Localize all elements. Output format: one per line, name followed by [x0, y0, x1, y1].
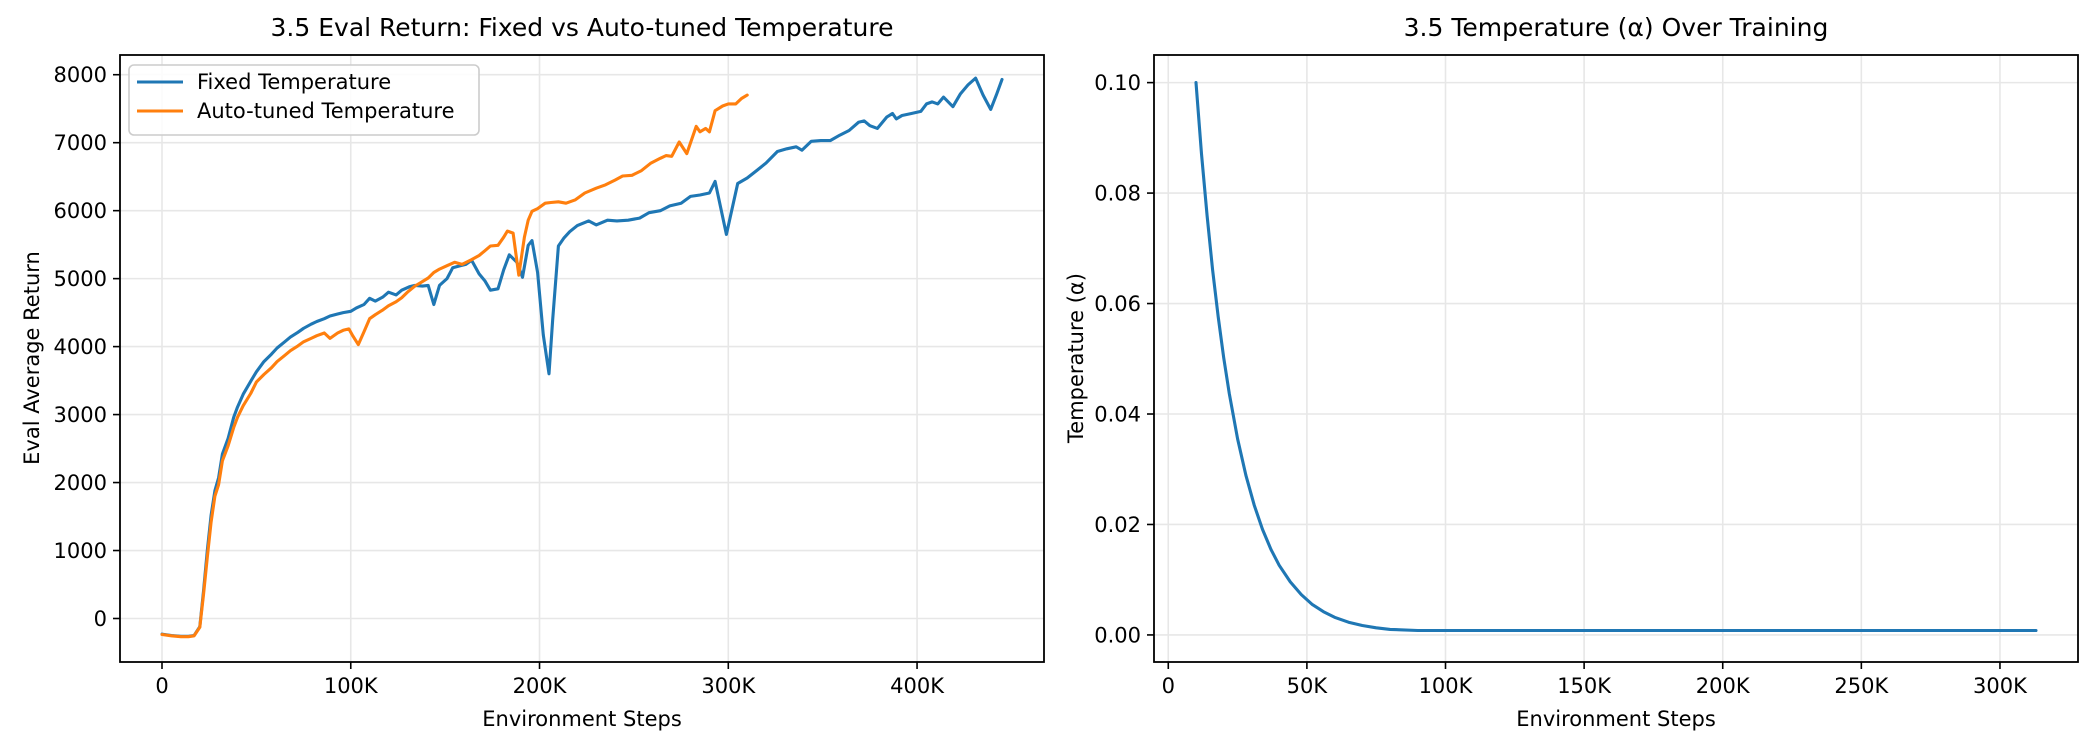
eval-return-axes-frame: [119, 54, 1045, 663]
eval-return-y-tick-label: 1000: [54, 539, 107, 563]
temperature-x-tick-label: 100K: [1419, 674, 1474, 698]
legend-label: Fixed Temperature: [197, 70, 391, 94]
temperature-x-tick-label: 300K: [1973, 674, 2028, 698]
legend-box: [128, 64, 480, 136]
eval-return-y-tick-label: 0: [94, 607, 107, 631]
temperature-x-tick-label: 200K: [1696, 674, 1751, 698]
eval-return-x-tick-label: 400K: [890, 674, 945, 698]
left-chart-title: 3.5 Eval Return: Fixed vs Auto-tuned Tem…: [270, 13, 894, 42]
eval-return-x-tick-label: 300K: [701, 674, 756, 698]
eval-return-x-ticks: 0 100K 200K 300K 400K: [155, 662, 945, 698]
eval-return-x-tick-label: 200K: [513, 674, 568, 698]
eval-return-y-tick-label: 3000: [54, 403, 107, 427]
temperature-x-tick-label: 0: [1162, 674, 1175, 698]
eval-return-x-tick-label: 0: [155, 674, 168, 698]
eval-return-grid: [120, 55, 1044, 662]
eval-return-legend: Fixed Temperature Auto-tuned Temperature: [128, 64, 480, 136]
temperature-grid: [1154, 55, 2078, 662]
temperature-x-tick-label: 250K: [1834, 674, 1889, 698]
eval-return-y-tick-label: 4000: [54, 335, 107, 359]
eval-return-y-tick-label: 7000: [54, 131, 107, 155]
eval-return-y-tick-label: 5000: [54, 267, 107, 291]
eval-return-y-ticks: 0 1000 2000 3000 4000 5000 6000 7000 8000: [54, 63, 120, 631]
temperature-y-tick-label: 0.06: [1094, 292, 1141, 316]
temperature-x-tick-label: 50K: [1287, 674, 1329, 698]
eval-return-y-tick-label: 6000: [54, 199, 107, 223]
temperature-y-tick-label: 0.00: [1094, 623, 1141, 647]
eval-return-x-tick-label: 100K: [324, 674, 379, 698]
temperature-y-tick-label: 0.08: [1094, 182, 1141, 206]
temperature-chart: 0 50K 100K 150K 200K 250K 300K 0.00 0.02 0.04 0.06…: [1094, 54, 2079, 698]
eval-return-y-tick-label: 8000: [54, 63, 107, 87]
left-chart-x-axis-label: Environment Steps: [482, 707, 682, 731]
eval-return-y-tick-label: 2000: [54, 471, 107, 495]
eval-return-series-line: [160, 76, 1004, 638]
right-chart-x-axis-label: Environment Steps: [1516, 707, 1716, 731]
right-chart-title: 3.5 Temperature (α) Over Training: [1403, 13, 1829, 42]
right-chart-y-axis-label: Temperature (α): [1064, 273, 1088, 443]
temperature-x-tick-label: 150K: [1557, 674, 1612, 698]
eval-return-series-line: [160, 93, 749, 639]
temperature-axes-frame: [1153, 54, 2079, 663]
temperature-y-tick-label: 0.04: [1094, 403, 1141, 427]
temperature-y-tick-label: 0.02: [1094, 513, 1141, 537]
left-chart-y-axis-label: Eval Average Return: [20, 251, 44, 465]
temperature-x-ticks: 0 50K 100K 150K 200K 250K 300K: [1162, 662, 2028, 698]
temperature-series-line: [1194, 81, 2038, 633]
eval-return-chart: 0 100K 200K 300K 400K 0 1000 2000 3000 4000 5000 60…: [54, 54, 1045, 698]
temperature-y-tick-label: 0.10: [1094, 71, 1141, 95]
legend-label: Auto-tuned Temperature: [197, 99, 455, 123]
temperature-y-ticks: 0.00 0.02 0.04 0.06 0.08 0.10: [1094, 71, 1154, 647]
